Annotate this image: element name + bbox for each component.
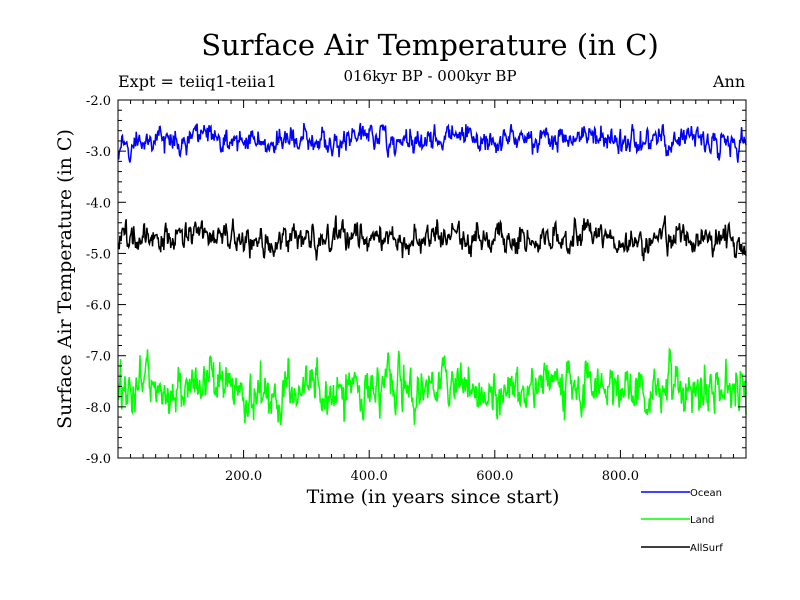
x-tick-label: 400.0 <box>351 469 388 484</box>
x-tick-label: 200.0 <box>225 469 262 484</box>
x-tick-label: 800.0 <box>602 469 639 484</box>
chart-subtitle: 016kyr BP - 000kyr BP <box>343 67 517 85</box>
y-tick-label: -4.0 <box>86 196 111 211</box>
x-tick-label: 600.0 <box>476 469 513 484</box>
y-tick-label: -3.0 <box>86 145 111 160</box>
y-tick-label: -9.0 <box>86 452 111 467</box>
legend-label-ocean: Ocean <box>690 488 722 499</box>
y-tick-label: -6.0 <box>86 299 111 314</box>
series-line-allsurf <box>117 215 747 262</box>
chart-title: Surface Air Temperature (in C) <box>201 28 659 62</box>
period-label: Ann <box>713 72 746 91</box>
legend-label-land: Land <box>690 515 714 526</box>
legend-label-allsurf: AllSurf <box>690 543 723 554</box>
y-tick-label: -8.0 <box>86 401 111 416</box>
y-tick-label: -7.0 <box>86 350 111 365</box>
y-axis-label: Surface Air Temperature (in C) <box>54 129 76 429</box>
experiment-label: Expt = teiiq1-teiia1 <box>118 72 277 91</box>
plot-frame <box>117 99 747 459</box>
axis-ticks: -2.0 -3.0 -4.0 -5.0 -6.0 -7.0 -8.0 -9.0 200.0 400… <box>86 94 746 484</box>
legend: Ocean Land AllSurf <box>641 488 723 554</box>
series-line-land <box>117 347 747 426</box>
series-layer <box>117 122 747 426</box>
y-tick-label: -5.0 <box>86 247 111 262</box>
y-tick-label: -2.0 <box>86 94 111 109</box>
x-axis-label: Time (in years since start) <box>307 486 560 508</box>
series-line-ocean <box>117 122 747 163</box>
